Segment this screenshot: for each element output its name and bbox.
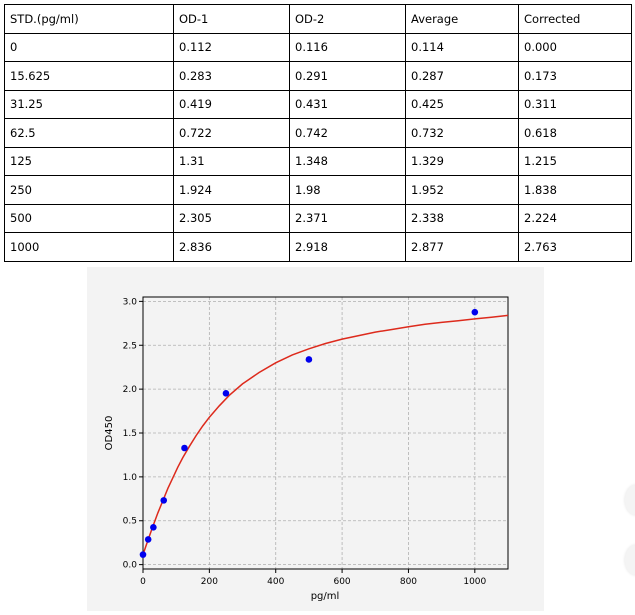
table-cell: 2.836 — [173, 232, 290, 262]
table-cell: 1.348 — [289, 146, 406, 176]
data-point — [305, 356, 313, 363]
data-point — [222, 390, 230, 397]
table-cell: 0.114 — [405, 32, 519, 62]
table-cell: 2.371 — [289, 203, 406, 233]
table-cell: 2.877 — [405, 232, 519, 262]
table-cell: 31.25 — [4, 89, 174, 119]
standard-curve-chart: 0 200 400 600 800 1000 0.0 0.5 1.0 1.5 2.0 2.5 3.0 p… — [87, 267, 544, 611]
table-row: 15.625 0.283 0.291 0.287 0.173 — [4, 61, 632, 91]
table-body: STD.(pg/ml) OD-1 OD-2 Average Corrected … — [4, 4, 632, 262]
table-cell: 0.283 — [173, 61, 290, 91]
x-tick-label: 600 — [333, 577, 350, 587]
table-cell: 0.742 — [289, 118, 406, 148]
table-cell: 0.291 — [289, 61, 406, 91]
y-axis-label: OD450 — [104, 416, 115, 451]
decorative-circle — [625, 545, 635, 575]
data-point — [471, 308, 479, 316]
x-axis-label: pg/ml — [311, 591, 340, 602]
standard-curve-table: STD.(pg/ml) OD-1 OD-2 Average Corrected … — [4, 4, 632, 262]
table-row: 31.25 0.419 0.431 0.425 0.311 — [4, 89, 632, 119]
header-std: STD.(pg/ml) — [4, 4, 174, 34]
table-cell: 1.98 — [289, 175, 406, 205]
data-points — [139, 308, 479, 558]
table-cell: 2.224 — [518, 203, 632, 233]
table-cell: 1.329 — [405, 146, 519, 176]
y-tick-label: 2.5 — [123, 341, 137, 351]
table-cell: 0.425 — [405, 89, 519, 119]
table-row: 125 1.31 1.348 1.329 1.215 — [4, 146, 632, 176]
header-corrected: Corrected — [518, 4, 632, 34]
header-od1: OD-1 — [173, 4, 290, 34]
decorative-circle — [625, 485, 635, 515]
table-cell: 0.287 — [405, 61, 519, 91]
x-tick-label: 800 — [400, 577, 417, 587]
axis-ticks: 0 200 400 600 800 1000 0.0 0.5 1.0 1.5 2.0 2.5 3.0 — [123, 297, 487, 587]
table-header-row: STD.(pg/ml) OD-1 OD-2 Average Corrected — [4, 4, 632, 34]
fit-curve — [142, 314, 509, 555]
table-cell: 1000 — [4, 232, 174, 262]
table-cell: 0.722 — [173, 118, 290, 148]
table-cell: 0.173 — [518, 61, 632, 91]
table-cell: 0.112 — [173, 32, 290, 62]
table-cell: 2.763 — [518, 232, 632, 262]
table-row: 62.5 0.722 0.742 0.732 0.618 — [4, 118, 632, 148]
x-tick-label: 400 — [267, 577, 284, 587]
data-point — [181, 444, 188, 452]
x-tick-label: 0 — [140, 577, 146, 587]
table-cell: 0.732 — [405, 118, 519, 148]
y-tick-label: 2.0 — [123, 385, 138, 395]
y-tick-label: 3.0 — [123, 297, 138, 307]
y-tick-label: 1.0 — [123, 473, 138, 483]
table-cell: 0.116 — [289, 32, 406, 62]
header-average: Average — [405, 4, 519, 34]
x-tick-label: 200 — [201, 577, 218, 587]
table-cell: 0.000 — [518, 32, 632, 62]
data-point — [150, 524, 157, 531]
data-point — [144, 536, 152, 543]
table-cell: 15.625 — [4, 61, 174, 91]
table-cell: 1.215 — [518, 146, 632, 176]
table-cell: 0.311 — [518, 89, 632, 119]
y-tick-label: 1.5 — [123, 429, 137, 439]
header-od2: OD-2 — [289, 4, 406, 34]
table-cell: 0.618 — [518, 118, 632, 148]
table-cell: 250 — [4, 175, 174, 205]
table-cell: 2.338 — [405, 203, 519, 233]
grid-lines — [142, 297, 508, 569]
table-cell: 1.838 — [518, 175, 632, 205]
table-cell: 62.5 — [4, 118, 174, 148]
table-cell: 1.924 — [173, 175, 290, 205]
table-cell: 0 — [4, 32, 174, 62]
table-cell: 0.419 — [173, 89, 290, 119]
x-tick-label: 1000 — [463, 577, 486, 587]
chart-panel — [87, 267, 544, 611]
table-cell: 1.31 — [173, 146, 290, 176]
data-point — [160, 497, 168, 504]
data-point — [139, 551, 147, 558]
table-cell: 1.952 — [405, 175, 519, 205]
y-tick-label: 0.0 — [123, 561, 138, 571]
table-cell: 500 — [4, 203, 174, 233]
table-row: 250 1.924 1.98 1.952 1.838 — [4, 175, 632, 205]
table-row: 1000 2.836 2.918 2.877 2.763 — [4, 232, 632, 262]
table-cell: 0.431 — [289, 89, 406, 119]
table-cell: 125 — [4, 146, 174, 176]
table-cell: 2.305 — [173, 203, 290, 233]
table-cell: 2.918 — [289, 232, 406, 262]
y-tick-label: 0.5 — [123, 517, 137, 527]
table-row: 500 2.305 2.371 2.338 2.224 — [4, 203, 632, 233]
table-row: 0 0.112 0.116 0.114 0.000 — [4, 32, 632, 62]
